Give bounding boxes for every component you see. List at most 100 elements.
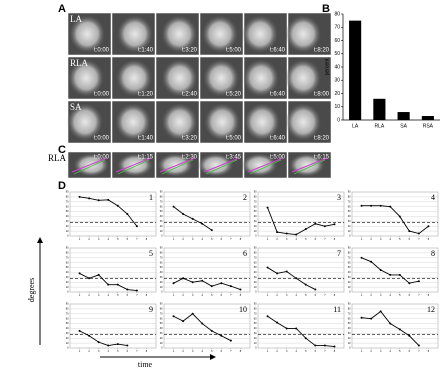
plot-frame [351, 247, 439, 293]
y-tick-label: 30 [254, 276, 257, 279]
time-label: t:1:20 [138, 92, 154, 98]
y-tick-label: 70 [160, 312, 163, 315]
y-tick-label: 90 [348, 247, 351, 250]
chart-number: 6 [243, 249, 247, 258]
time-label: t:8:00 [314, 92, 330, 98]
point [239, 288, 242, 291]
bar [397, 112, 410, 120]
x-tick-label: 8 [428, 350, 430, 353]
y-tick-label: 20 [348, 225, 351, 228]
time-label: t:6:40 [270, 48, 286, 54]
y-tick-label: 40 [334, 64, 340, 70]
point [370, 317, 373, 320]
y-tick-label: 0 [349, 347, 351, 350]
y-tick-label: 90 [160, 191, 163, 194]
x-tick-label: 2 [182, 238, 184, 241]
x-tick-label: 7 [418, 350, 420, 353]
chart-number: 2 [243, 193, 247, 202]
x-tick-label: 7 [136, 350, 138, 353]
series-line [267, 315, 335, 347]
point [201, 279, 204, 282]
y-tick-label: 40 [160, 327, 163, 330]
y-tick-label: 10 [254, 230, 257, 233]
y-tick-label: 60 [334, 38, 340, 44]
y-tick-label: 10 [334, 104, 340, 110]
y-tick-label: 30 [160, 276, 163, 279]
overlay-line [293, 159, 326, 175]
plot-frame [69, 191, 157, 237]
point [323, 344, 326, 347]
y-tick-label: 0 [67, 235, 69, 238]
point [229, 285, 232, 288]
point [389, 322, 392, 325]
chart-number: 12 [427, 305, 435, 314]
x-tick-label: 6 [409, 350, 411, 353]
x-tick-label: 4 [108, 294, 110, 297]
x-tick-label: 1 [79, 238, 81, 241]
x-tick-label: 1 [267, 294, 269, 297]
y-tick-label: 80 [66, 308, 69, 311]
overlay-line [73, 159, 106, 175]
y-tick-label: 40 [348, 327, 351, 330]
y-tick-label: 0 [67, 291, 69, 294]
cell [116, 15, 154, 53]
x-tick-label: 6 [221, 350, 223, 353]
y-tick-label: 30 [348, 276, 351, 279]
point [276, 321, 279, 324]
panel-label: A [58, 3, 66, 15]
point [172, 205, 175, 208]
y-tick-label: 40 [254, 327, 257, 330]
panel-label: B [322, 3, 330, 15]
point [427, 225, 430, 228]
x-tick-label: 5 [211, 238, 213, 241]
y-tick-label: 90 [160, 303, 163, 306]
x-tick-label: 4 [202, 294, 204, 297]
y-tick-label: 80 [348, 308, 351, 311]
y-tick-label: 30 [66, 332, 69, 335]
x-tick-label: RLA [375, 123, 385, 129]
x-tick-label: 2 [276, 350, 278, 353]
point [182, 320, 185, 323]
y-tick-label: 60 [348, 205, 351, 208]
overlay-line [291, 157, 328, 173]
x-tick-label: 1 [79, 294, 81, 297]
point [379, 204, 382, 207]
x-tick-label: 5 [117, 238, 119, 241]
y-tick-label: 60 [160, 205, 163, 208]
overlay-line [161, 159, 194, 175]
x-tick-label: 5 [305, 238, 307, 241]
cell [203, 59, 240, 97]
y-tick-label: 20 [348, 281, 351, 284]
time-label: t:6:40 [270, 136, 286, 142]
y-tick-label: 90 [254, 191, 257, 194]
y-tick-label: 30 [334, 78, 340, 84]
point [97, 341, 100, 344]
x-tick-label: 3 [380, 350, 382, 353]
x-tick-label: 1 [267, 350, 269, 353]
y-tick-label: 10 [160, 230, 163, 233]
time-label: t:3:45 [226, 155, 242, 161]
x-tick-label: 3 [380, 238, 382, 241]
x-tick-label: 4 [296, 350, 298, 353]
chart-number: 10 [239, 305, 247, 314]
point [285, 232, 288, 235]
cell [115, 103, 152, 141]
point [210, 229, 213, 232]
point [266, 315, 269, 318]
y-tick-label: 50 [348, 266, 351, 269]
x-tick-label: 2 [276, 238, 278, 241]
cell [242, 15, 279, 53]
point [78, 272, 81, 275]
x-tick-label: 4 [296, 294, 298, 297]
axis-label: percent [324, 58, 330, 75]
y-tick-label: 0 [255, 347, 257, 350]
x-tick-label: 2 [370, 238, 372, 241]
time-label: t:3:20 [182, 136, 198, 142]
chart-number: 3 [337, 193, 341, 202]
y-tick-label: 40 [160, 215, 163, 218]
point [408, 230, 411, 233]
cell [161, 15, 198, 53]
y-tick-label: 10 [254, 342, 257, 345]
y-tick-label: 80 [160, 308, 163, 311]
x-tick-label: 2 [370, 294, 372, 297]
